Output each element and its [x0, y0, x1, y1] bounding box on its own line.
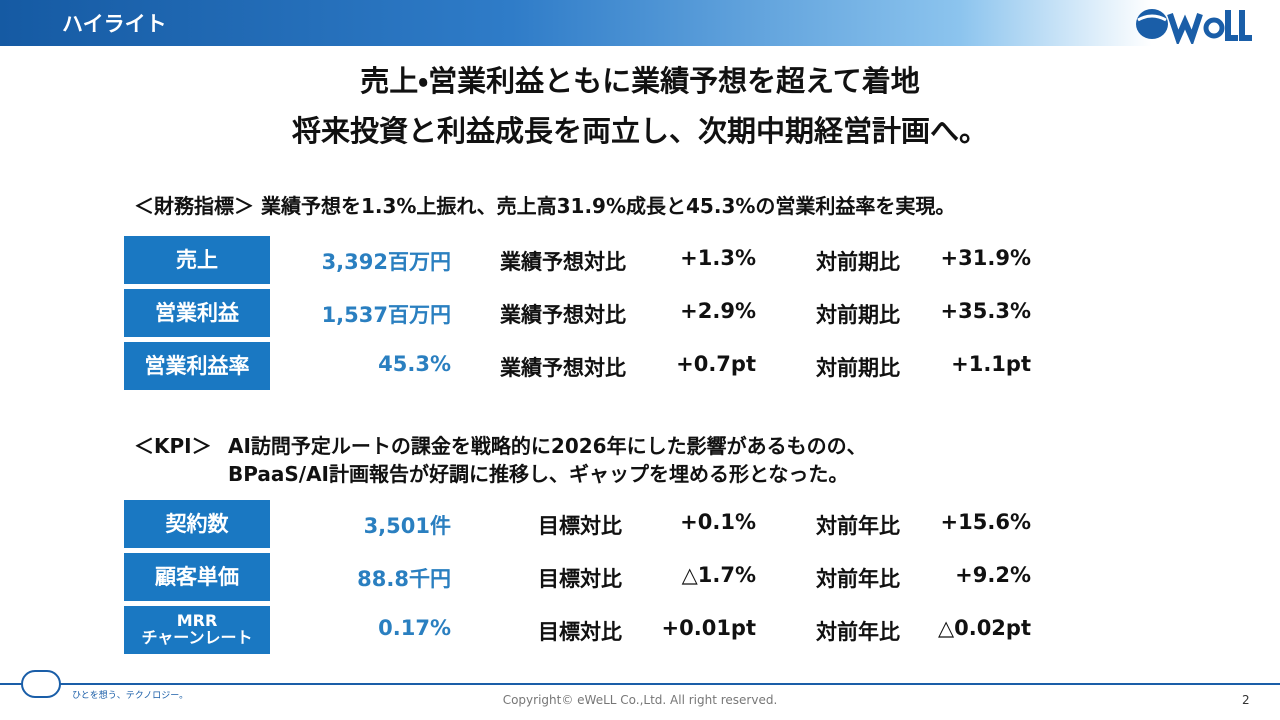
label-line: 契約数	[165, 511, 229, 536]
comparison-label: 業績予想対比	[500, 250, 626, 274]
row-value: 3,392百万円	[321, 250, 451, 274]
comparison-label: 目標対比	[538, 620, 622, 644]
label-line: チャーンレート	[141, 628, 253, 647]
label-line: MRR	[176, 611, 218, 631]
header-title: ハイライト	[62, 12, 167, 36]
row-label: 営業利益	[124, 289, 270, 337]
label-line: 営業利益率	[144, 353, 250, 378]
footer-line	[0, 683, 1280, 685]
comparison-value: +35.3%	[940, 299, 1031, 323]
row-label: 契約数	[124, 500, 270, 548]
row-value: 88.8千円	[357, 567, 451, 591]
header-bar	[0, 0, 1280, 46]
comparison-value: +0.1%	[680, 510, 756, 534]
comparison-label: 業績予想対比	[500, 356, 626, 380]
comparison-label: 対前期比	[816, 303, 900, 327]
headline: 将来投資と利益成長を両立し、次期中期経営計画へ。	[291, 114, 988, 148]
comparison-value: +1.3%	[680, 246, 756, 270]
row-value: 45.3%	[378, 352, 451, 376]
comparison-label: 対前年比	[816, 514, 900, 538]
comparison-value: +15.6%	[940, 510, 1031, 534]
row-value: 3,501件	[363, 514, 451, 538]
label-line: 売上	[176, 247, 218, 272]
headline: 売上・営業利益ともに業績予想を超えて着地	[360, 64, 920, 98]
comparison-label: 目標対比	[538, 567, 622, 591]
page-number: 2	[1242, 693, 1250, 707]
comparison-label: 対前期比	[816, 356, 900, 380]
row-label: MRR チャーンレート	[124, 606, 270, 654]
comparison-label: 対前年比	[816, 567, 900, 591]
footer-mark	[21, 670, 61, 698]
row-value: 0.17%	[378, 616, 451, 640]
row-value: 1,537百万円	[321, 303, 451, 327]
tagline: ひとを想う、テクノロジー。	[72, 691, 189, 701]
section-heading: ＜KPI＞	[134, 434, 212, 458]
row-label: 顧客単価	[124, 553, 270, 601]
label-line: 顧客単価	[155, 564, 239, 589]
comparison-label: 対前期比	[816, 250, 900, 274]
comparison-label: 目標対比	[538, 514, 622, 538]
comparison-value: +9.2%	[955, 563, 1031, 587]
comparison-value: +0.01pt	[661, 616, 756, 640]
comparison-value: +1.1pt	[951, 352, 1031, 376]
section-heading: AI訪問予定ルートの課金を戦略的に2026年にした影響があるものの、	[228, 434, 867, 458]
comparison-value: △0.02pt	[937, 616, 1031, 640]
row-label: 営業利益率	[124, 342, 270, 390]
section-heading: BPaaS/AI計画報告が好調に推移し、ギャップを埋める形となった。	[228, 462, 849, 486]
comparison-label: 対前年比	[816, 620, 900, 644]
comparison-value: +2.9%	[680, 299, 756, 323]
row-label: 売上	[124, 236, 270, 284]
comparison-value: △1.7%	[681, 563, 756, 587]
comparison-value: +0.7pt	[676, 352, 756, 376]
label-line: 営業利益	[155, 300, 239, 325]
copyright: Copyright© eWeLL Co.,Ltd. All right rese…	[502, 693, 778, 707]
comparison-label: 業績予想対比	[500, 303, 626, 327]
logo	[1136, 9, 1252, 44]
section-heading: ＜財務指標＞ 業績予想を1.3%上振れ、売上高31.9%成長と45.3%の営業利…	[134, 194, 956, 218]
comparison-value: +31.9%	[940, 246, 1031, 270]
